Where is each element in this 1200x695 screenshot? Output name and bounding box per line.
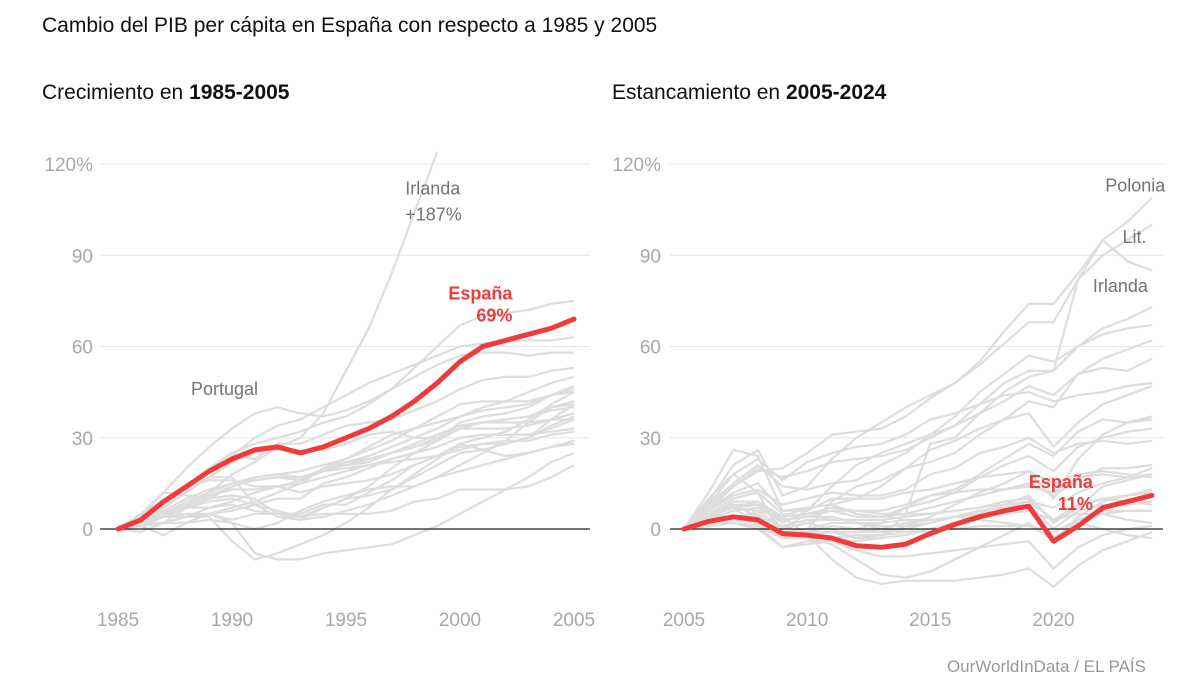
right-chart-subtitle: Estancamiento en 2005-2024 (612, 81, 886, 105)
left-series-line (117, 403, 575, 530)
right-series-line (683, 381, 1153, 530)
left-x-tick-label: 2005 (553, 610, 595, 631)
right-y-tick-label: 90 (640, 246, 661, 267)
left-y-tick-label: 0 (82, 520, 93, 541)
left-highlight-label-name: España (448, 283, 513, 303)
left-highlight-label-value: 69% (476, 305, 512, 325)
right-subtitle-bold: 2005-2024 (785, 81, 887, 104)
left-subtitle-bold: 1985-2005 (189, 81, 290, 104)
right-y-tick-label: 30 (640, 429, 661, 450)
right-series-line (683, 306, 1153, 530)
right-x-tick-label: 2020 (1032, 610, 1074, 631)
right-series-line (683, 339, 1153, 530)
right-annotation: Irlanda (1093, 276, 1149, 296)
right-series-line (683, 467, 1153, 540)
right-context-series (683, 196, 1153, 588)
left-annotation: Portugal (191, 379, 258, 399)
left-x-tick-label: 1995 (325, 610, 367, 631)
right-annotation: Lit. (1122, 227, 1146, 247)
right-series-line (683, 357, 1153, 540)
left-subtitle-prefix: Crecimiento en (42, 81, 190, 104)
right-y-tick-label: 0 (650, 520, 661, 541)
right-y-tick-label: 120% (612, 155, 661, 176)
left-annotation: Irlanda (405, 178, 461, 198)
left-series-line (117, 412, 575, 531)
right-highlight-label-name: España (1029, 472, 1094, 492)
right-series-line (683, 509, 1152, 540)
left-y-tick-label: 60 (72, 338, 93, 359)
left-chart-subtitle: Crecimiento en 1985-2005 (42, 81, 290, 105)
left-series-line (117, 442, 575, 531)
left-y-tick-label: 30 (72, 429, 93, 450)
right-highlight-line (681, 493, 1155, 550)
left-series-line (117, 415, 575, 531)
left-series-line (117, 439, 575, 531)
left-series-line (117, 351, 574, 530)
left-series-line (117, 375, 575, 530)
right-x-tick-label: 2005 (663, 610, 705, 631)
left-series-line (117, 391, 575, 561)
right-series-line (683, 491, 1153, 531)
left-context-series (117, 151, 575, 561)
right-x-tick-label: 2010 (786, 610, 828, 631)
right-series-line (683, 427, 1153, 530)
left-y-tick-label: 90 (72, 246, 93, 267)
left-series-line (117, 464, 575, 531)
left-x-tick-label: 1985 (97, 610, 139, 631)
chart-title: Cambio del PIB per cápita en España con … (42, 14, 658, 37)
left-x-tick-label: 2000 (439, 610, 481, 631)
left-annotation: +187% (405, 204, 462, 224)
right-series-line (683, 464, 1153, 530)
left-x-tick-label: 1990 (211, 610, 253, 631)
right-highlight-label-value: 11% (1058, 494, 1093, 514)
right-y-tick-label: 60 (640, 338, 661, 359)
left-series-line (117, 430, 575, 531)
left-series-line (117, 336, 575, 531)
right-annotation: Polonia (1105, 175, 1166, 195)
right-subtitle-prefix: Estancamiento en (612, 81, 786, 104)
source-credit: OurWorldInData / EL PAÍS (946, 657, 1146, 676)
left-y-tick-label: 120% (44, 155, 93, 176)
right-series-line (683, 503, 1153, 588)
right-series-line (683, 473, 1153, 531)
right-series-line (683, 384, 1153, 531)
right-series-line (683, 521, 1153, 570)
left-highlight-line (115, 316, 577, 532)
right-x-tick-label: 2015 (909, 610, 951, 631)
right-series-line (683, 238, 1153, 530)
right-series-line (683, 436, 1153, 530)
